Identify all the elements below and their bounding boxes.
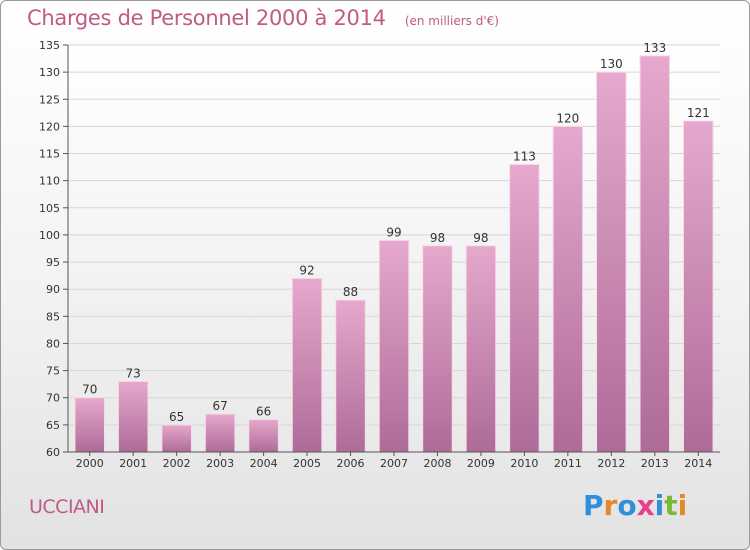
logo-letter: P [583,489,604,522]
data-label: 130 [600,57,623,71]
y-tick-label: 65 [46,419,60,432]
logo-letter: o [617,489,637,522]
chart-subtitle: (en milliers d'€) [404,14,499,28]
x-tick-label: 2004 [250,457,278,470]
x-tick-label: 2010 [510,457,538,470]
x-tick-label: 2001 [119,457,147,470]
x-tick-label: 2013 [641,457,669,470]
bar-2006 [335,299,366,453]
y-tick-label: 110 [39,175,60,188]
proxiti-logo[interactable]: Proxiti [583,489,687,522]
axes [63,44,720,456]
logo-letter: i [677,489,688,522]
y-tick-label: 60 [46,446,60,459]
data-label: 70 [82,383,97,397]
bar-2008 [422,245,453,453]
y-tick-label: 85 [46,310,60,323]
bar-2004 [248,418,279,453]
logo-letter: x [636,489,655,522]
y-tick-label: 120 [39,120,60,133]
x-tick-label: 2012 [597,457,625,470]
x-tick-label: 2006 [337,457,365,470]
data-label: 92 [299,263,314,277]
y-tick-label: 100 [39,229,60,242]
y-tick-label: 95 [46,256,60,269]
bar-2014 [682,120,714,453]
data-label: 98 [473,231,488,245]
x-tick-label: 2005 [293,457,321,470]
logo-letter: i [654,489,665,522]
logo-letter: t [664,489,678,522]
y-tick-label: 70 [46,392,60,405]
x-tick-label: 2002 [163,457,191,470]
commune-name: UCCIANI [29,496,105,518]
x-tick-label: 2014 [684,457,712,470]
bar-2005 [291,277,323,453]
bar-2000 [74,397,106,453]
bar-2010 [509,163,540,453]
x-tick-label: 2003 [206,457,234,470]
labels: 60 65 70 75 80 85 90 95 100 105 110 115 120 125 130 135… [39,39,712,470]
x-tick-label: 2008 [423,457,451,470]
bar-2002 [161,424,192,453]
data-label: 65 [169,410,184,424]
bar-2003 [204,413,236,453]
x-tick-label: 2007 [380,457,408,470]
data-label: 67 [212,399,227,413]
logo-letter: r [603,489,618,522]
bar-2001 [117,380,149,453]
y-tick-label: 125 [39,93,60,106]
data-label: 73 [126,366,141,380]
data-label: 98 [430,231,445,245]
bar-2007 [378,239,410,453]
bar-2012 [596,71,627,453]
x-tick-label: 2009 [467,457,495,470]
y-tick-label: 130 [39,66,60,79]
y-tick-label: 105 [39,202,60,215]
y-tick-label: 80 [46,337,60,350]
data-label: 66 [256,404,271,418]
data-label: 120 [556,111,579,125]
y-tick-label: 135 [39,39,60,52]
data-label: 113 [513,149,536,163]
bar-2009 [465,245,497,453]
data-label: 133 [643,41,666,55]
bar-2011 [552,125,584,453]
data-label: 99 [386,225,401,239]
bars [74,55,714,453]
y-tick-label: 75 [46,365,60,378]
x-tick-label: 2011 [554,457,582,470]
y-tick-label: 90 [46,283,60,296]
chart-title: Charges de Personnel 2000 à 2014 [27,6,386,30]
y-tick-label: 115 [39,148,60,161]
title-line: Charges de Personnel 2000 à 2014 (en mil… [27,6,499,30]
data-label: 121 [687,106,710,120]
data-label: 88 [343,285,358,299]
bar-2013 [639,55,671,453]
x-tick-label: 2000 [76,457,104,470]
